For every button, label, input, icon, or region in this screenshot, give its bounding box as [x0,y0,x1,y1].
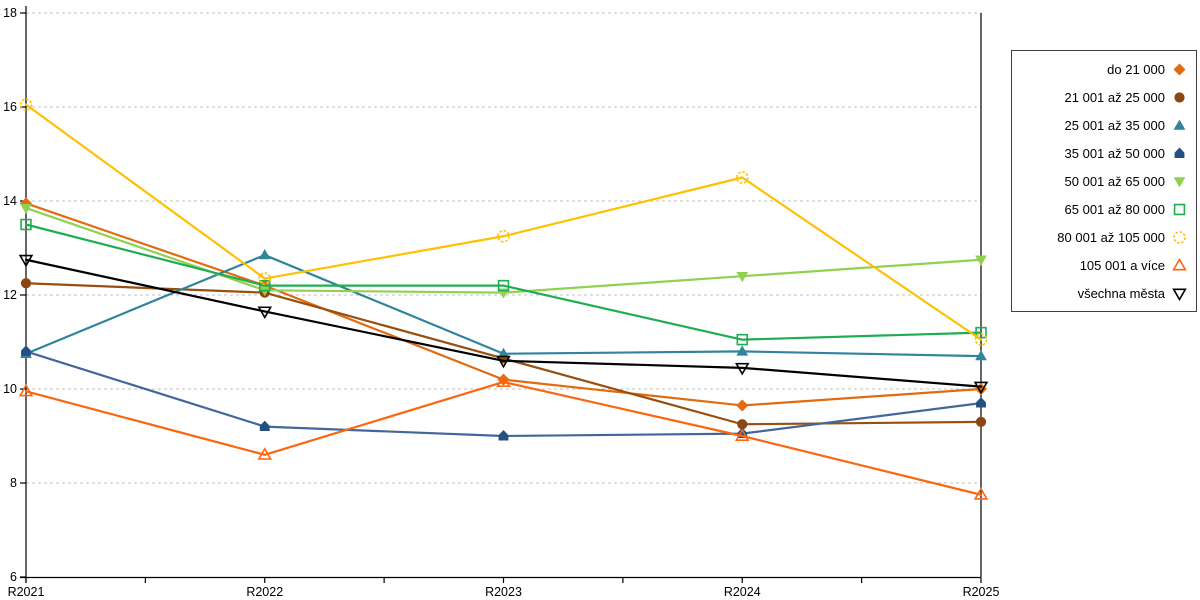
data-point [259,420,270,432]
data-point [258,272,272,285]
legend-item: 21 001 až 25 000 [1012,83,1196,111]
legend-item: 65 001 až 80 000 [1012,195,1196,223]
legend-item: do 21 000 [1012,55,1196,83]
legend-label: všechna města [1077,285,1165,301]
triangle-up-legend-marker-icon [1172,257,1187,270]
data-point [20,203,32,215]
circle-dashed-legend-marker-icon [1173,230,1186,244]
legend-label: 65 001 až 80 000 [1064,201,1165,217]
y-tick-label: 8 [10,476,17,490]
data-point [734,362,750,376]
y-tick-label: 14 [3,194,17,208]
legend-item: všechna města [1012,279,1196,307]
data-point [975,255,987,266]
data-point [498,430,509,441]
data-point [976,397,986,408]
data-point [974,333,988,346]
data-point [497,279,510,292]
data-point [736,345,749,356]
circle-legend-marker-icon [1174,91,1185,103]
data-point [18,254,34,268]
legend-label: 50 001 až 65 000 [1064,173,1165,189]
y-tick-label: 10 [3,382,17,396]
data-point [973,381,989,395]
data-point [736,333,748,346]
legend-label: 21 001 až 25 000 [1064,89,1165,105]
data-point [496,374,511,387]
x-tick-label: R2021 [8,585,45,599]
y-tick-label: 6 [10,570,17,584]
y-tick-label: 16 [3,100,17,114]
diamond-legend-marker-icon [1173,63,1186,75]
legend-item: 50 001 až 65 000 [1012,167,1196,195]
series-line-5 [24,223,983,341]
data-point [497,229,510,243]
data-point [257,447,273,460]
legend-label: 25 001 až 35 000 [1064,117,1165,133]
data-point [20,218,32,231]
data-point [734,428,750,441]
x-tick-label: R2022 [246,585,283,599]
data-point [736,399,749,412]
data-point [736,272,749,283]
legend-label: 80 001 až 105 000 [1057,229,1165,245]
legend-label: do 21 000 [1107,61,1165,77]
data-point [975,350,987,361]
data-point [497,347,510,358]
data-point [258,249,271,260]
square-legend-marker-icon [1173,203,1186,215]
chart-legend: do 21 000 21 001 až 25 000 25 001 až 35 00… [1011,50,1197,312]
series-line-7 [24,380,983,496]
triangle-up-legend-marker-icon [1173,119,1186,130]
data-point [19,98,33,111]
series-line-8 [24,258,983,388]
y-tick-label: 12 [3,288,17,302]
triangle-down-legend-marker-icon [1173,176,1186,187]
legend-item: 105 001 a více [1012,251,1196,279]
data-point [18,383,34,397]
x-tick-label: R2023 [485,585,522,599]
data-point [21,345,31,356]
legend-label: 35 001 až 50 000 [1064,145,1165,161]
data-point [20,278,32,289]
data-point [259,279,271,292]
x-tick-label: R2024 [724,585,761,599]
data-point [257,306,273,320]
legend-item: 25 001 až 35 000 [1012,111,1196,139]
y-tick-label: 18 [3,6,17,20]
data-point [737,419,748,430]
legend-item: 80 001 až 105 000 [1012,223,1196,251]
data-point [735,171,749,184]
data-point [975,416,987,427]
triangle-down-legend-marker-icon [1172,288,1187,301]
x-tick-label: R2025 [963,585,1000,599]
legend-label: 105 001 a více [1079,257,1165,273]
legend-item: 35 001 až 50 000 [1012,139,1196,167]
series-line-6 [24,103,983,341]
data-point [973,487,989,500]
data-point [496,355,511,369]
pentagon-legend-marker-icon [1174,147,1185,158]
